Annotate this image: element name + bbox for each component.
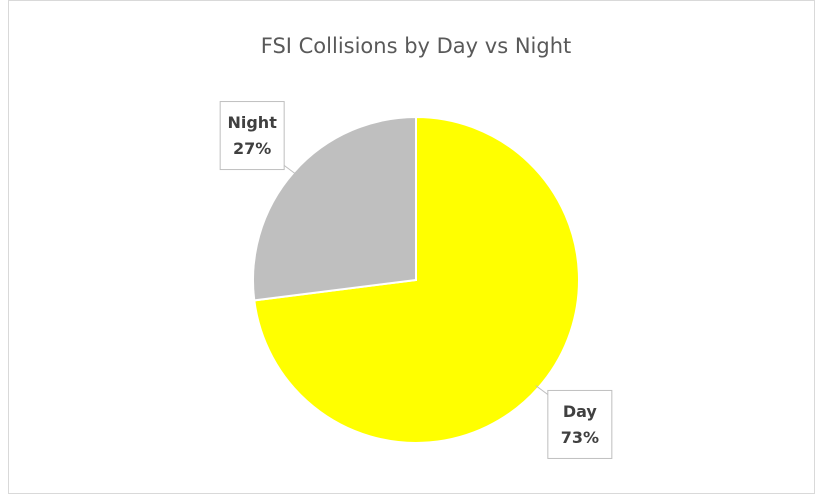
value-label: 27% (233, 139, 271, 158)
category-label: Night (227, 113, 277, 132)
label-box (219, 101, 285, 171)
chart-title: FSI Collisions by Day vs Night (261, 34, 572, 58)
category-label: Day (563, 402, 598, 421)
label-box (547, 389, 613, 459)
value-label: 73% (561, 428, 599, 447)
